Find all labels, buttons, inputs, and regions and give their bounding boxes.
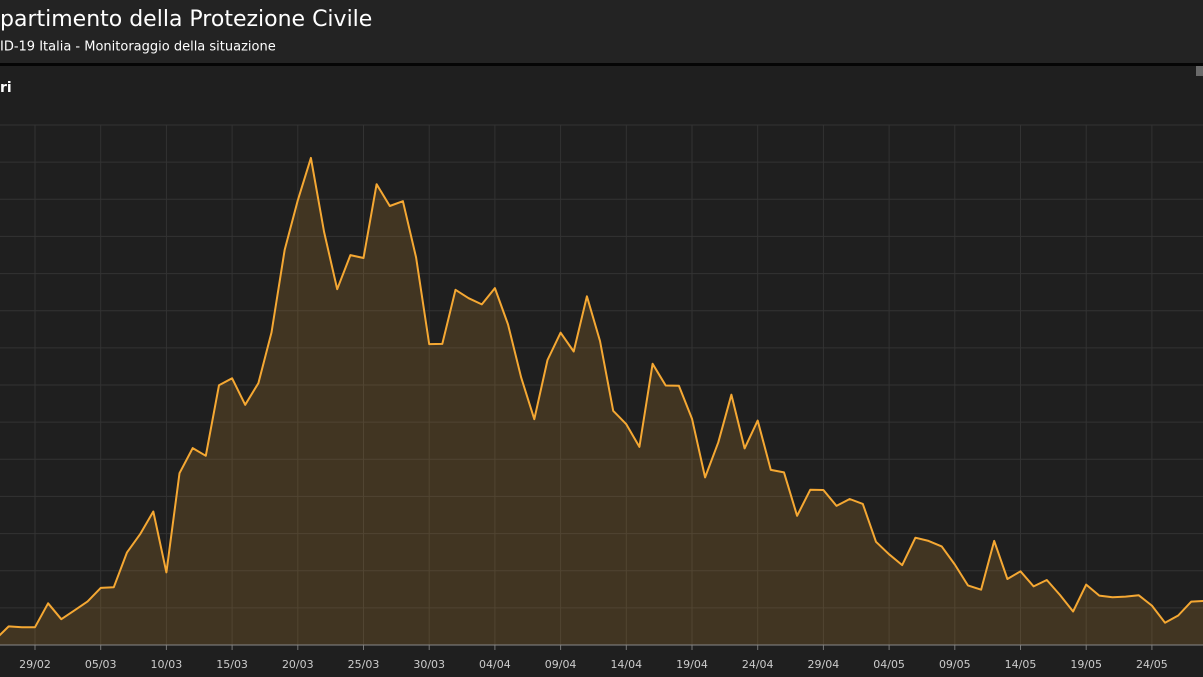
- x-tick-label: 24/04: [742, 658, 774, 671]
- x-tick-label: 04/05: [873, 658, 905, 671]
- area-fill: [0, 157, 1203, 645]
- scrollbar: [1196, 66, 1203, 76]
- x-tick-label: 09/04: [545, 658, 577, 671]
- x-tick-label: 10/03: [151, 658, 183, 671]
- header-title: partimento della Protezione Civile: [0, 7, 372, 32]
- x-tick-label: 20/03: [282, 658, 314, 671]
- plot: 29/02 05/03 10/03 15/03 20/03 25/03 30/03 04/04…: [0, 124, 1203, 671]
- x-tick-label: 29/02: [19, 658, 51, 671]
- x-tick-label: 19/04: [676, 658, 708, 671]
- x-tick-label: 14/04: [610, 658, 642, 671]
- x-tick-label: 09/05: [939, 658, 971, 671]
- header-border: [0, 63, 1203, 66]
- x-tick-label: 15/03: [216, 658, 248, 671]
- panel-title: ri: [0, 80, 12, 96]
- x-tick-label: 25/03: [348, 658, 380, 671]
- header-subtitle: ID-19 Italia - Monitoraggio della situaz…: [0, 40, 276, 55]
- area-line: [0, 156, 1203, 637]
- header-bar: [0, 0, 1203, 63]
- x-tick-label: 24/05: [1136, 658, 1168, 671]
- x-tick-label: 19/05: [1070, 658, 1102, 671]
- x-tick-label: 05/03: [85, 658, 117, 671]
- x-tick-label: 14/05: [1005, 658, 1037, 671]
- x-tick-label: 29/04: [808, 658, 840, 671]
- x-tick-label: 04/04: [479, 658, 511, 671]
- x-tick-label: 30/03: [413, 658, 445, 671]
